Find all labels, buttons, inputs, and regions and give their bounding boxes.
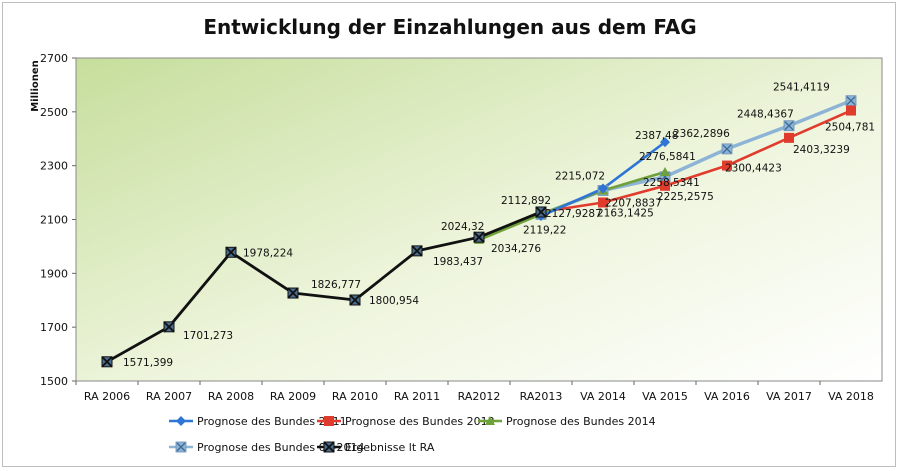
series-line-1 [540, 109, 852, 214]
series-markers [101, 95, 857, 368]
data-label: 2504,781 [825, 122, 875, 134]
x-tick-label: VA 2018 [828, 390, 874, 403]
x-tick-label: RA 2006 [84, 390, 130, 403]
y-tick-label: 1700 [40, 321, 68, 334]
data-label: 2258,5341 [643, 177, 700, 189]
series-point-3-cross [846, 96, 856, 106]
y-tick-label: 1900 [40, 267, 68, 280]
x-tick-label: VA 2015 [642, 390, 688, 403]
data-label: 2300,4423 [725, 163, 782, 175]
x-tick-label: VA 2016 [704, 390, 750, 403]
legend-label: Prognose des Bundes 2014 [506, 415, 656, 428]
series-point-4-cross [287, 287, 299, 299]
x-tick-label: RA 2008 [208, 390, 254, 403]
data-label: 2163,1425 [597, 208, 654, 220]
data-label: 2225,2575 [657, 191, 714, 203]
data-label: 2448,4367 [737, 109, 794, 121]
legend-marker-cross [176, 442, 186, 452]
x-tick-label: RA2013 [520, 390, 563, 403]
legend-label: Prognose des Bundes 2013 [345, 415, 495, 428]
series-point-3-cross [784, 121, 794, 131]
data-label: 2215,072 [555, 171, 605, 183]
x-tick-label: RA 2011 [394, 390, 440, 403]
series-point-4-cross [225, 246, 237, 258]
data-label: 2127,9287 [545, 208, 602, 220]
data-label: 2403,3239 [793, 144, 850, 156]
data-label: 2387,48 [635, 130, 678, 142]
series-point-4-cross [349, 294, 361, 306]
data-label: 2276,5841 [639, 151, 696, 163]
x-tick-label: VA 2017 [766, 390, 812, 403]
data-label: 2541,4119 [773, 82, 830, 94]
series-point-0 [598, 183, 608, 194]
chart-title: Entwicklung der Einzahlungen aus dem FAG [203, 15, 696, 39]
plot-area [75, 57, 883, 382]
data-label: 1983,437 [433, 256, 483, 268]
data-label: 1571,399 [123, 357, 173, 369]
data-label: 2112,892 [501, 195, 551, 207]
series-point-1 [846, 105, 856, 116]
series-point-3-cross [722, 144, 732, 154]
legend-marker [176, 416, 186, 426]
y-axis-label: Millionen [30, 60, 41, 112]
data-label: 1800,954 [369, 295, 419, 307]
x-tick-label: RA2012 [458, 390, 501, 403]
series-point-1 [598, 197, 608, 208]
series-point-4-cross [101, 356, 113, 368]
data-label: 1826,777 [311, 279, 361, 291]
series-point-1 [784, 132, 794, 143]
x-tick-label: RA 2009 [270, 390, 316, 403]
series-point-4-cross [163, 321, 175, 333]
series-point-1 [722, 160, 732, 171]
legend-label: Prognose des Bundes 09-2014 [197, 441, 365, 454]
series-point-1 [660, 180, 670, 191]
series-point-4-cross [473, 231, 485, 243]
data-label: 1978,224 [243, 247, 293, 259]
legend-marker [324, 416, 334, 426]
data-label: 2034,276 [491, 243, 541, 255]
data-label: 1701,273 [183, 330, 233, 342]
series-point-2 [660, 166, 670, 176]
data-labels: 1571,399 1701,273 1978,224 1826,777 1800,954… [123, 82, 875, 369]
x-tick-label: RA 2007 [146, 390, 192, 403]
data-label: 2119,22 [523, 224, 566, 236]
legend-label: Ergebnisse lt RA [345, 441, 435, 454]
x-tick-label: VA 2014 [580, 390, 626, 403]
y-axis-ticks: 1500 1700 1900 2100 2300 2500 2700 [40, 52, 76, 388]
legend-label: Prognose des Bundes 2011 [197, 415, 347, 428]
series-line-4 [106, 210, 542, 364]
plot-background [75, 57, 883, 382]
series-lines [106, 99, 852, 364]
data-label: 2362,2896 [673, 128, 730, 140]
series-point-4-cross [535, 206, 547, 218]
x-tick-label: RA 2010 [332, 390, 378, 403]
series-point-4-cross [411, 245, 423, 257]
y-tick-label: 2100 [40, 214, 68, 227]
legend-marker-cross [323, 441, 335, 453]
y-tick-label: 2700 [40, 52, 68, 65]
legend-marker [485, 416, 495, 425]
x-axis-ticks: RA 2006 RA 2007 RA 2008 RA 2009 RA 2010 RA 20… [75, 381, 874, 403]
y-tick-label: 2500 [40, 106, 68, 119]
y-tick-label: 1500 [40, 375, 68, 388]
series-point-0 [660, 137, 670, 148]
data-label: 2207,8837 [605, 197, 662, 209]
y-tick-label: 2300 [40, 160, 68, 173]
data-label: 2024,32 [441, 221, 484, 233]
